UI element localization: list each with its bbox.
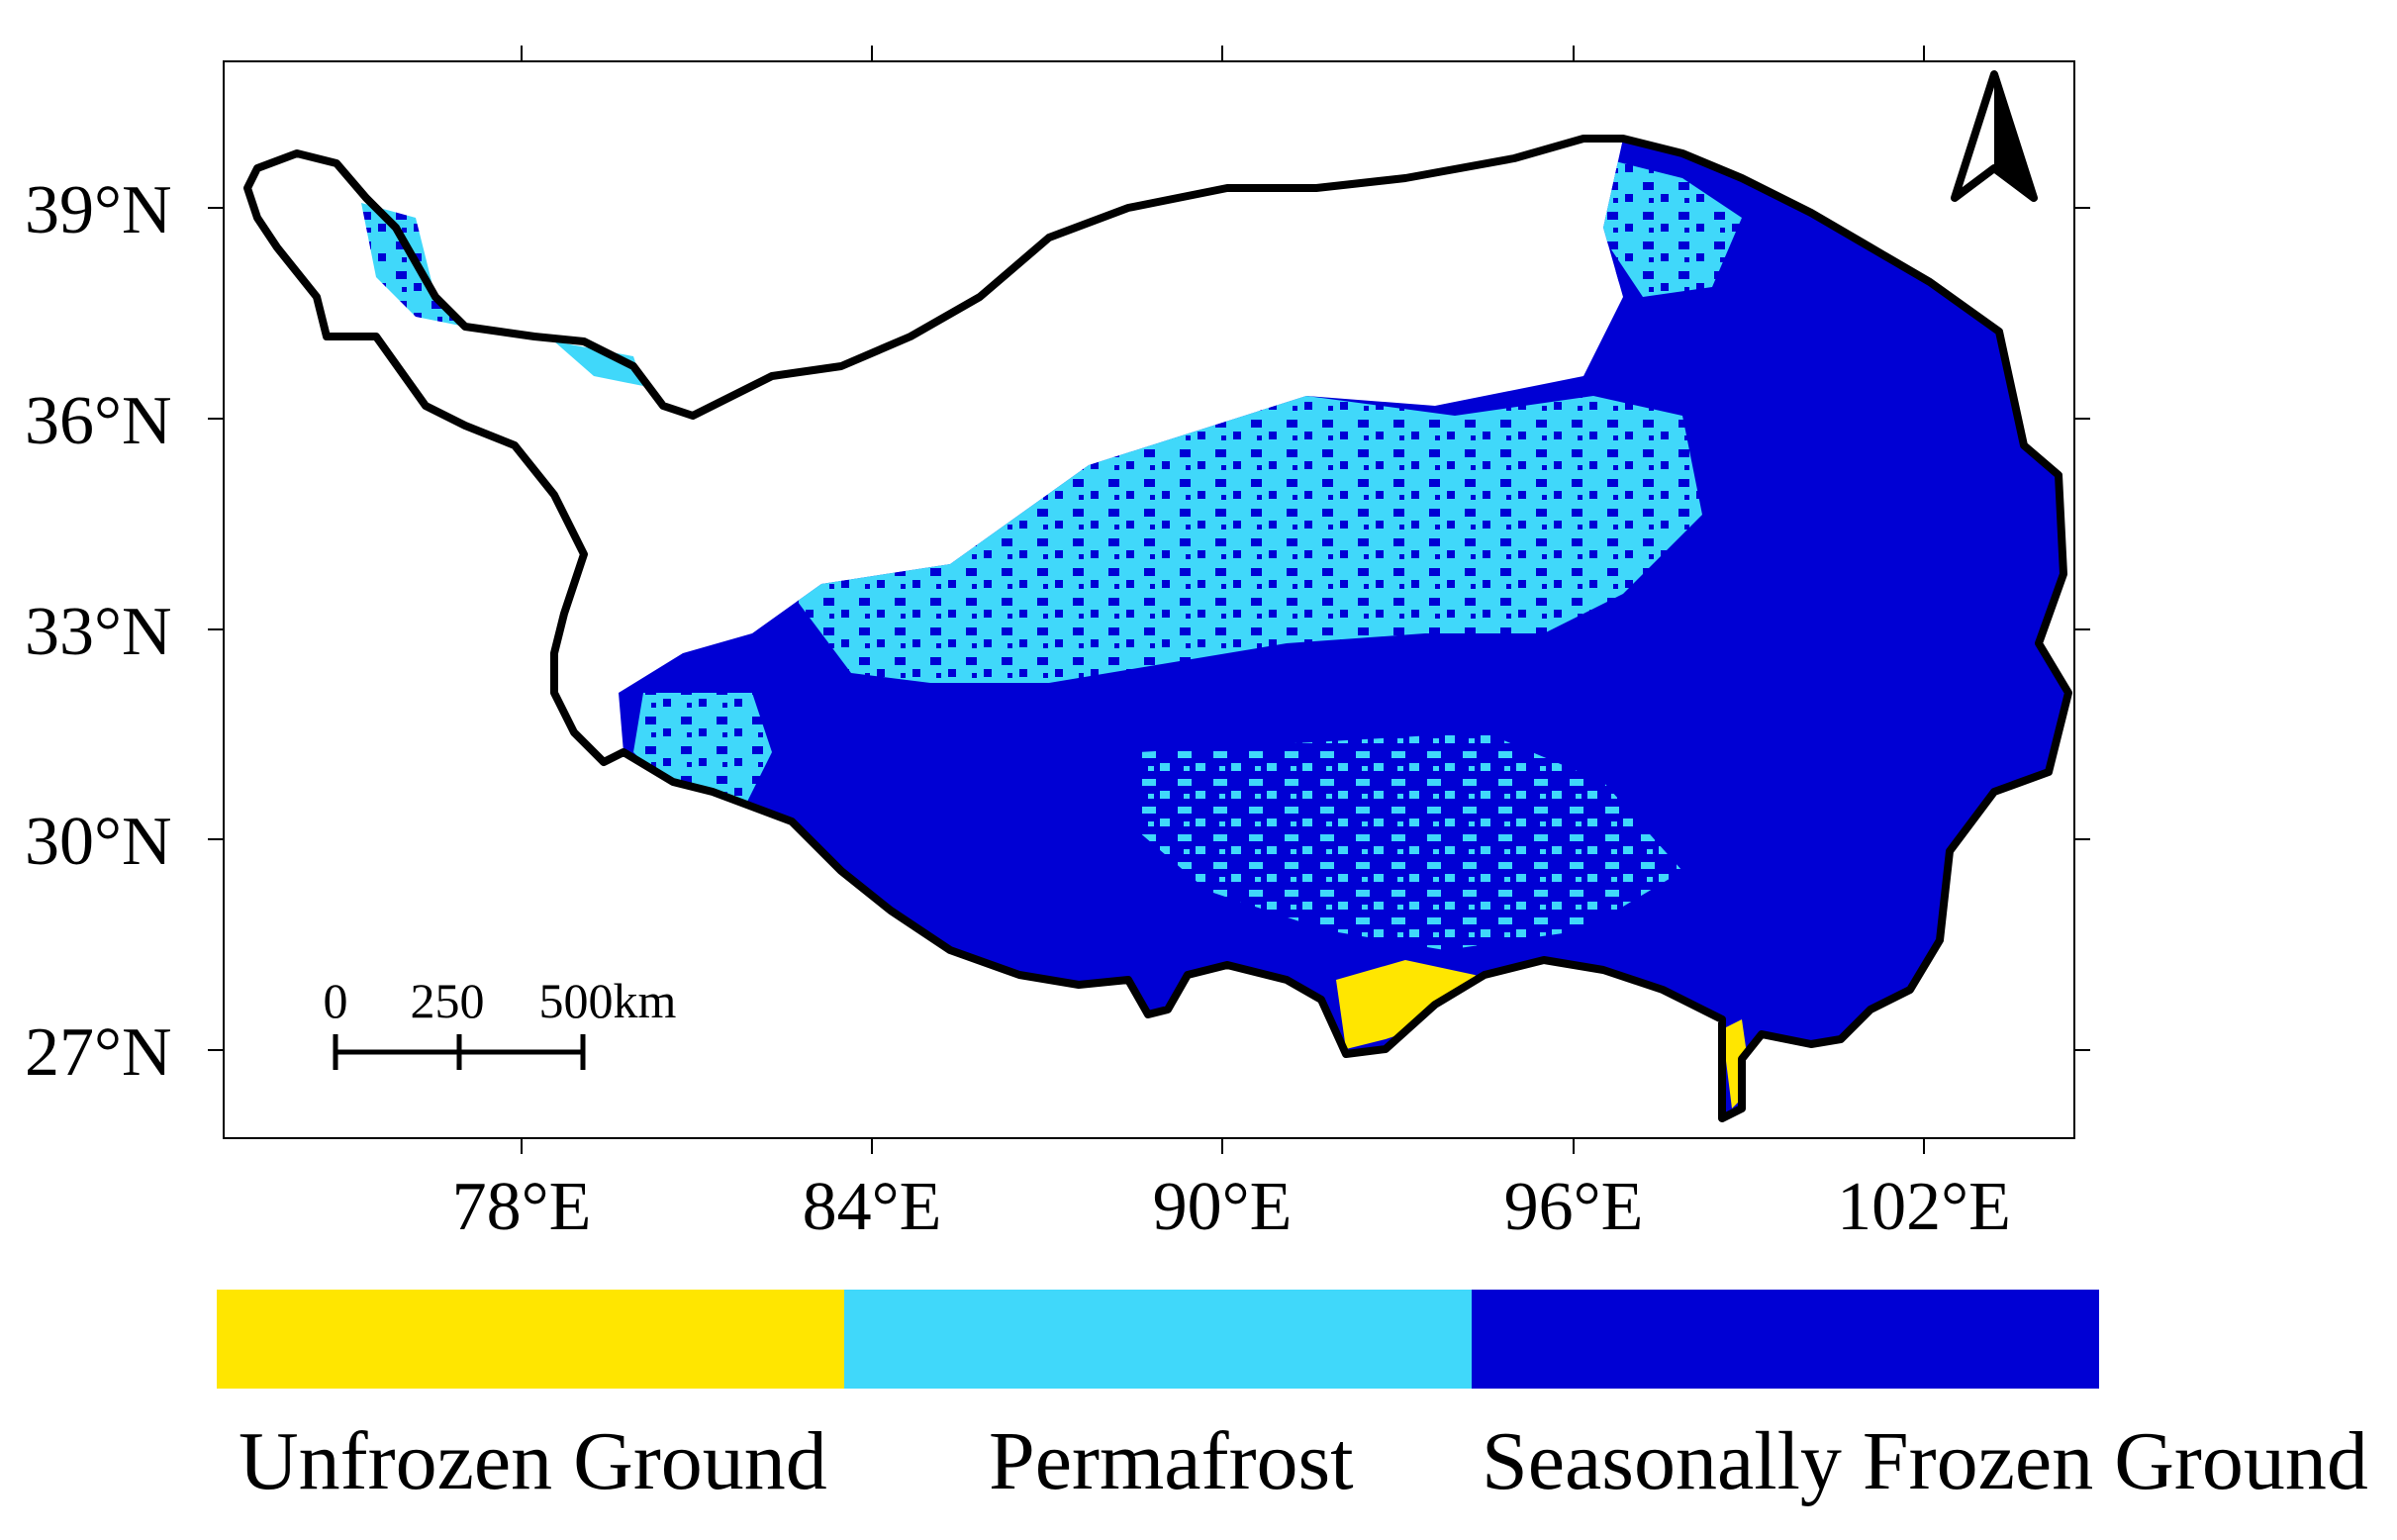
lat-label-27: 27°N [25, 1014, 172, 1091]
permafrost-northwest-patch [554, 341, 643, 386]
legend-bar [217, 1290, 2099, 1389]
plateau-boundary [243, 135, 2072, 1122]
north-arrow-icon [1951, 70, 2038, 202]
lon-label-78: 78°E [452, 1169, 592, 1245]
lon-label-102: 102°E [1837, 1169, 2011, 1245]
mixed-south-zone [1138, 732, 1682, 950]
scale-label-0: 0 [324, 973, 348, 1028]
axis-ticks [208, 46, 2090, 1154]
lon-label-90: 90°E [1153, 1169, 1293, 1245]
lat-label-36: 36°N [25, 383, 172, 459]
permafrost-northeast [1603, 158, 1742, 297]
permafrost-west [633, 693, 772, 831]
lat-label-39: 39°N [25, 172, 172, 248]
legend-label-unfrozen: Unfrozen Ground [239, 1415, 827, 1507]
lat-label-33: 33°N [25, 594, 172, 670]
legend-swatch-permafrost [844, 1290, 1472, 1389]
scale-label-500km: 500km [539, 973, 677, 1028]
lon-label-84: 84°E [803, 1169, 942, 1245]
lon-label-96: 96°E [1504, 1169, 1644, 1245]
legend-labels: Unfrozen Ground Permafrost Seasonally Fr… [217, 1420, 2394, 1539]
legend-label-seasonally-frozen: Seasonally Frozen Ground [1482, 1415, 2368, 1507]
scale-label-250: 250 [411, 973, 485, 1028]
legend-label-permafrost: Permafrost [989, 1415, 1354, 1507]
lat-label-30: 30°N [25, 804, 172, 880]
unfrozen-south [1336, 960, 1504, 1049]
scale-bar: 0 250 500km [324, 973, 677, 1070]
legend-swatch-unfrozen [217, 1290, 844, 1389]
legend-swatch-seasonally-frozen [1472, 1290, 2099, 1389]
permafrost-north-zone [792, 327, 1702, 683]
